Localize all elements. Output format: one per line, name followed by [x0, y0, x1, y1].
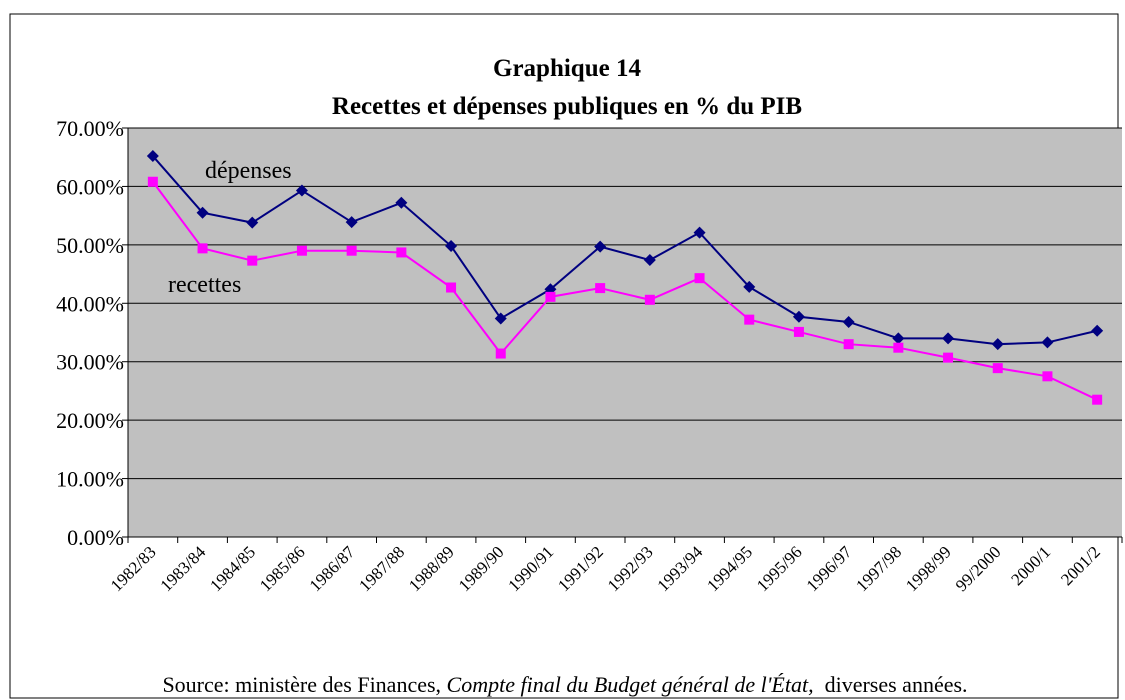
marker: [495, 348, 506, 359]
y-tick-label: 30.00%: [56, 350, 124, 375]
source-note: Source: ministère des Finances, Compte f…: [162, 672, 967, 697]
marker: [743, 280, 756, 293]
plot-area: [128, 128, 1122, 537]
marker: [396, 247, 407, 258]
marker: [445, 240, 458, 253]
source-text: Source: ministère des Finances,: [162, 672, 446, 697]
series-label: recettes: [168, 272, 241, 298]
marker: [893, 342, 904, 353]
marker: [694, 273, 705, 284]
marker: [446, 282, 457, 293]
y-tick-label: 60.00%: [56, 174, 124, 199]
marker: [793, 326, 804, 337]
marker: [842, 315, 855, 328]
marker: [395, 196, 408, 209]
marker: [942, 332, 955, 345]
marker: [992, 363, 1003, 374]
marker: [594, 240, 607, 253]
marker: [197, 243, 208, 254]
marker: [346, 245, 357, 256]
source-text: diverses années.: [814, 672, 968, 697]
marker: [1092, 394, 1103, 405]
marker: [1041, 336, 1054, 349]
marker: [744, 314, 755, 325]
marker: [693, 226, 706, 239]
chart-title: Graphique 14: [493, 55, 641, 82]
y-tick-label: 50.00%: [56, 233, 124, 258]
marker: [595, 283, 606, 294]
marker: [196, 206, 209, 219]
marker: [247, 255, 258, 266]
series-line: [152, 155, 1098, 346]
marker: [296, 245, 307, 256]
marker: [246, 216, 259, 229]
series-line: [152, 181, 1098, 401]
marker: [146, 150, 159, 163]
marker: [644, 294, 655, 305]
y-tick-label: 70.00%: [56, 116, 124, 141]
marker: [643, 254, 656, 267]
series-label: dépenses: [205, 158, 292, 184]
marker: [843, 339, 854, 350]
y-tick-label: 20.00%: [56, 408, 124, 433]
y-tick-label: 40.00%: [56, 291, 124, 316]
marker: [1042, 371, 1053, 382]
y-tick-label: 0.00%: [67, 525, 124, 550]
marker: [792, 310, 805, 323]
y-tick-label: 10.00%: [56, 467, 124, 492]
marker: [545, 291, 556, 302]
chart-subtitle: Recettes et dépenses publiques en % du P…: [332, 93, 802, 120]
marker: [295, 184, 308, 197]
marker: [943, 352, 954, 363]
marker: [147, 176, 158, 187]
marker: [892, 332, 905, 345]
marker: [1091, 324, 1104, 337]
marker: [991, 338, 1004, 351]
source-text: Compte final du Budget général de l'État…: [447, 672, 814, 697]
marker: [494, 312, 507, 325]
marker: [345, 216, 358, 229]
